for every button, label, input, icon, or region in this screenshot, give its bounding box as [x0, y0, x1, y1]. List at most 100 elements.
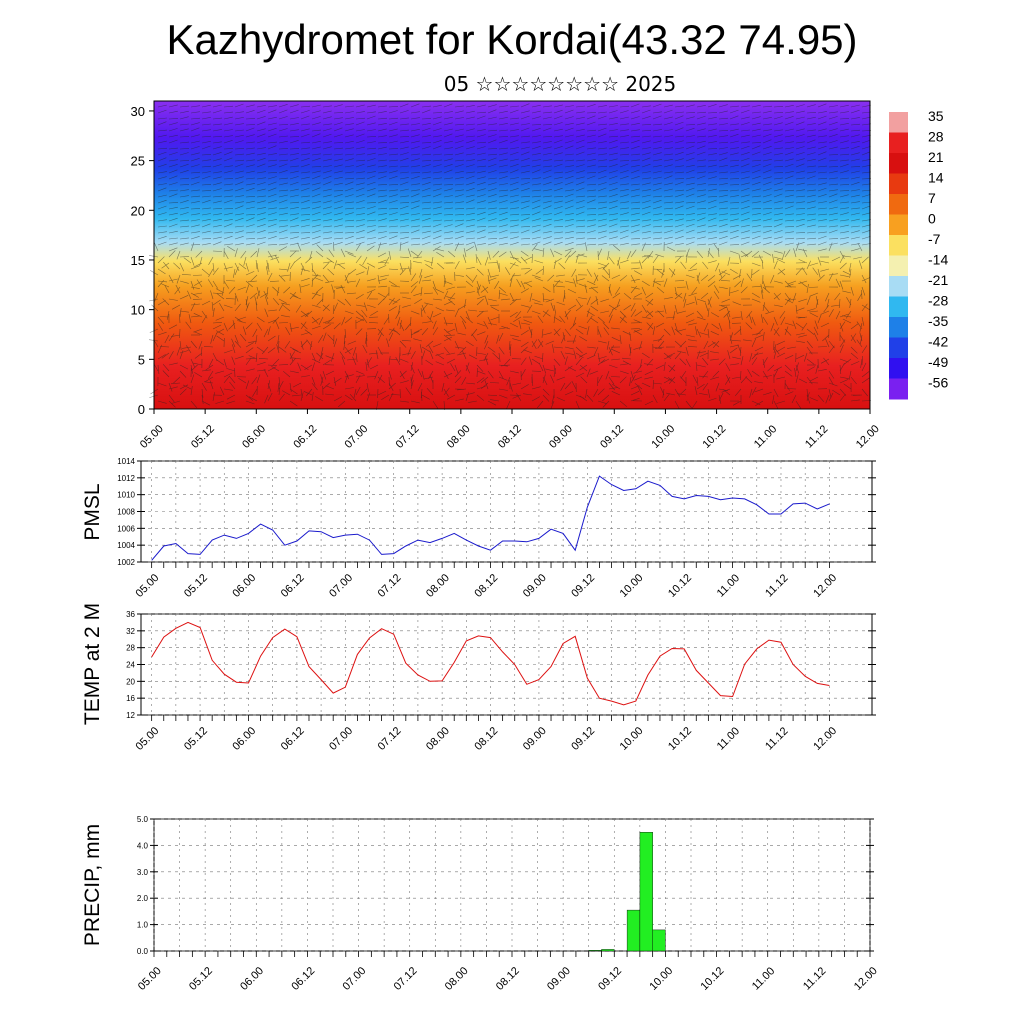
wind-barb	[443, 243, 453, 246]
wind-barb	[223, 388, 233, 391]
wind-barb	[784, 382, 790, 391]
wind-barb	[248, 340, 258, 343]
wind-barb	[751, 169, 761, 174]
wind-barb	[619, 141, 629, 144]
wind-barb	[399, 320, 402, 330]
wind-barb	[377, 225, 387, 228]
wind-barb	[212, 292, 223, 295]
wind-barb	[734, 388, 742, 397]
wind-barb	[663, 104, 673, 108]
wind-barb	[806, 392, 810, 402]
wind-barb	[443, 322, 454, 324]
wind-barb	[784, 283, 794, 288]
wind-barb	[212, 146, 222, 150]
wind-barb	[278, 153, 288, 156]
wind-barb	[520, 357, 527, 366]
wind-barb	[366, 147, 377, 150]
wind-barb	[454, 145, 464, 150]
x-tick-label: 10.00	[618, 572, 646, 600]
wind-barb	[772, 254, 775, 264]
wind-barb	[861, 151, 871, 156]
wind-barb	[168, 382, 173, 392]
wind-barb	[630, 279, 640, 282]
wind-barb	[333, 127, 343, 132]
wind-barb	[751, 219, 761, 222]
wind-barb	[762, 110, 772, 114]
wind-barb	[745, 376, 753, 384]
wind-barb	[355, 352, 358, 362]
wind-barb	[355, 294, 364, 300]
wind-barb	[267, 326, 271, 336]
wind-barb	[465, 310, 470, 320]
wind-barb	[731, 340, 742, 342]
wind-barb	[619, 170, 629, 174]
wind-barb	[212, 352, 218, 362]
wind-barb	[718, 194, 728, 198]
wind-barb	[432, 171, 442, 174]
wind-barb	[608, 135, 619, 138]
wind-barb	[212, 129, 222, 132]
wind-barb	[614, 286, 621, 295]
wind-barb	[629, 376, 632, 386]
wind-barb	[542, 200, 552, 204]
wind-barb	[435, 361, 445, 366]
wind-barb	[168, 139, 178, 144]
wind-barb	[377, 117, 388, 120]
wind-barb	[850, 225, 860, 228]
wind-barb	[465, 182, 475, 186]
wind-barb	[192, 298, 203, 300]
wind-barb	[157, 331, 167, 336]
wind-barb	[531, 340, 537, 350]
wind-barb	[696, 364, 706, 368]
wind-barb	[234, 217, 244, 222]
wind-barb	[413, 328, 423, 334]
wind-barb	[402, 352, 412, 356]
wind-barb	[850, 334, 856, 343]
wind-barb	[232, 344, 236, 354]
wind-barb	[564, 189, 574, 192]
wind-barb	[366, 202, 377, 204]
wind-barb	[388, 200, 398, 204]
wind-barb	[817, 235, 827, 240]
wind-barb	[674, 218, 684, 222]
wind-barb	[344, 128, 354, 132]
wind-barb	[652, 123, 663, 126]
wind-barb	[839, 321, 846, 330]
wind-barb	[300, 322, 308, 330]
wind-barb	[806, 194, 816, 198]
wind-barb	[795, 134, 805, 138]
wind-barb	[487, 123, 497, 126]
wind-barb	[465, 123, 475, 126]
wind-barb	[674, 140, 684, 144]
wind-barb	[721, 271, 731, 276]
wind-barb	[281, 302, 291, 306]
wind-barb	[784, 141, 794, 144]
wind-barb	[553, 358, 561, 366]
wind-barb	[443, 387, 450, 396]
wind-barb	[679, 340, 687, 348]
wind-barb	[501, 326, 511, 330]
wind-barb	[630, 145, 640, 150]
wind-barb	[498, 183, 508, 186]
wind-barb	[432, 343, 442, 348]
wind-barb	[190, 189, 200, 192]
wind-barb	[359, 263, 368, 270]
colorbar-swatch	[889, 255, 908, 277]
wind-barb	[542, 105, 552, 108]
wind-barb	[278, 199, 288, 204]
wind-barb	[223, 170, 233, 174]
wind-barb	[575, 187, 585, 192]
wind-barb	[597, 359, 606, 366]
wind-barb	[426, 340, 434, 348]
wind-barb	[641, 189, 651, 192]
wind-barb	[190, 171, 201, 174]
wind-barb	[305, 310, 313, 318]
wind-barb	[605, 370, 610, 380]
wind-barb	[740, 310, 743, 320]
wind-barb	[377, 153, 387, 156]
wind-barb	[663, 304, 667, 314]
wind-barb	[344, 140, 354, 144]
wind-barb	[366, 115, 376, 120]
wind-barb	[795, 104, 805, 108]
